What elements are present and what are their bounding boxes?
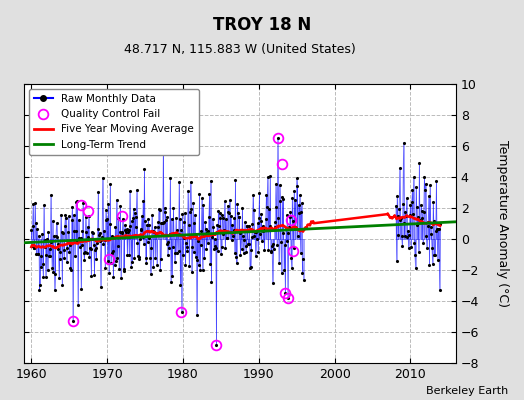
Text: TROY 18 N: TROY 18 N — [213, 16, 311, 34]
Title: 48.717 N, 115.883 W (United States): 48.717 N, 115.883 W (United States) — [124, 43, 356, 56]
Text: Berkeley Earth: Berkeley Earth — [426, 386, 508, 396]
Legend: Raw Monthly Data, Quality Control Fail, Five Year Moving Average, Long-Term Tren: Raw Monthly Data, Quality Control Fail, … — [29, 89, 199, 155]
Y-axis label: Temperature Anomaly (°C): Temperature Anomaly (°C) — [496, 140, 509, 307]
